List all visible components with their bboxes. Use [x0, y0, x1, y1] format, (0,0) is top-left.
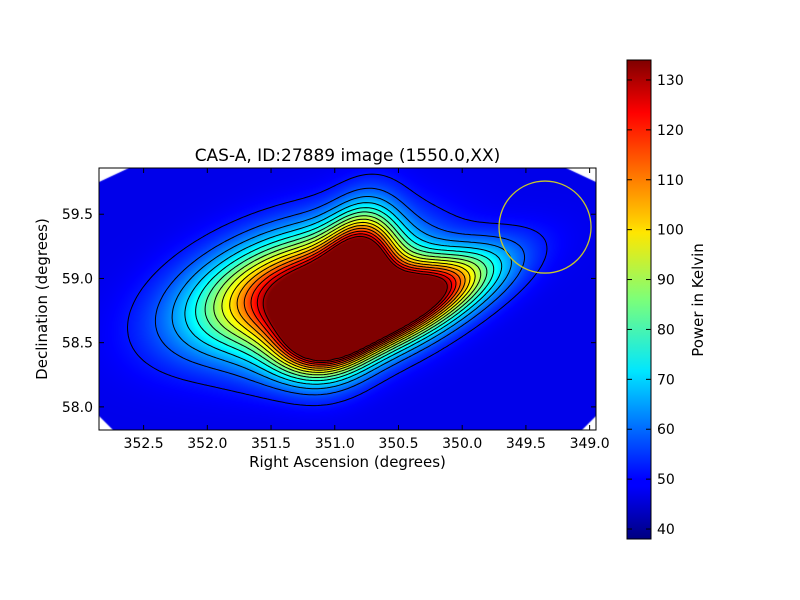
contour-line	[184, 202, 503, 385]
contour-line	[221, 218, 476, 373]
contour-line	[154, 187, 526, 396]
colorbar-tick-label: 80	[657, 322, 675, 338]
contour-line	[195, 207, 495, 382]
colorbar-tick-label: 130	[657, 73, 684, 89]
y-tick-label: 58.0	[62, 400, 93, 416]
beam-circle	[498, 180, 592, 274]
plot-area	[99, 168, 596, 430]
x-tick-label: 352.0	[187, 436, 227, 452]
colorbar-tick-label: 110	[657, 173, 684, 189]
contour-line	[229, 221, 471, 371]
x-tick-label: 349.0	[570, 436, 610, 452]
colorbar-tick-label: 40	[657, 522, 675, 538]
contour-line	[243, 227, 461, 367]
colorbar-tick-label: 70	[657, 372, 675, 388]
y-axis-label: Declination (degrees)	[33, 218, 51, 380]
x-axis: 352.5 352.0 351.5 351.0 350.5 350.0 349.5 349.0	[124, 168, 610, 452]
x-tick-label: 352.5	[124, 436, 164, 452]
contour-line	[204, 211, 488, 378]
colorbar-tick-label: 50	[657, 472, 675, 488]
colorbar-tick-label: 120	[657, 123, 684, 139]
contour-line	[127, 173, 548, 407]
x-tick-label: 351.5	[251, 436, 291, 452]
colorbar-ticks: 40 50 60 70 80 90 100 110 120 130	[627, 73, 684, 538]
colorbar-tick-label: 100	[657, 223, 684, 239]
colorbar-label: Power in Kelvin	[689, 243, 707, 357]
contour-line	[213, 215, 482, 376]
contour-line	[250, 230, 457, 365]
colorbar-gradient	[626, 59, 652, 540]
x-tick-label: 349.5	[506, 436, 546, 452]
x-axis-label: Right Ascension (degrees)	[249, 453, 446, 471]
contour-line	[171, 196, 512, 390]
colorbar-tick-label: 90	[657, 273, 675, 289]
x-tick-label: 350.5	[378, 436, 418, 452]
contour-lines	[127, 173, 548, 407]
contour-line	[236, 225, 466, 369]
colorbar-tick-label: 60	[657, 422, 675, 438]
colorbar: 40 50 60 70 80 90 100 110 120 130 Power in Kelvin	[626, 59, 707, 540]
y-tick-label: 59.5	[62, 207, 93, 223]
y-tick-label: 59.0	[62, 271, 93, 287]
plot-frame	[98, 167, 597, 431]
chart-title: CAS-A, ID:27889 image (1550.0,XX)	[195, 146, 501, 166]
x-tick-label: 350.0	[442, 436, 482, 452]
contour-line	[256, 233, 453, 363]
y-axis: 58.0 58.5 59.0 59.5	[62, 207, 596, 416]
y-tick-label: 58.5	[62, 336, 93, 352]
contour-line	[262, 235, 448, 362]
x-tick-label: 351.0	[315, 436, 355, 452]
